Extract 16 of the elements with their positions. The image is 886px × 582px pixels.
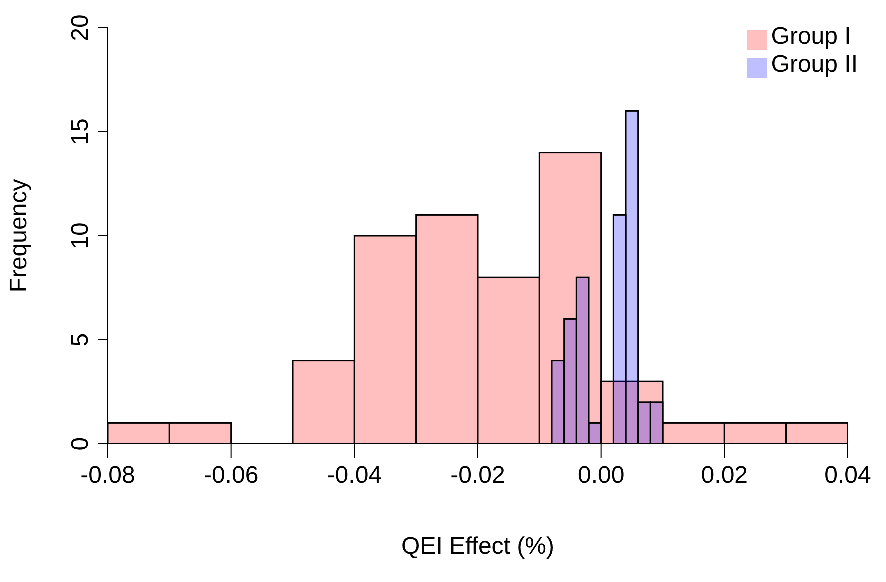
- x-tick-label: -0.04: [327, 462, 382, 490]
- x-tick-label: 0.00: [578, 462, 625, 490]
- legend-label: Group I: [771, 23, 852, 50]
- x-tick-label: -0.06: [204, 462, 259, 490]
- y-tick-label: 5: [67, 333, 94, 347]
- y-tick-label: 10: [67, 222, 94, 250]
- x-tick-label: 0.02: [701, 462, 748, 490]
- x-tick-label: -0.08: [80, 462, 136, 490]
- y-axis-title: Frequency: [6, 179, 33, 293]
- x-axis-title: QEI Effect (%): [402, 533, 554, 560]
- x-tick-label: -0.02: [450, 462, 506, 490]
- legend-label: Group II: [771, 51, 858, 78]
- y-tick-label: 0: [67, 437, 94, 451]
- y-tick-label: 20: [67, 14, 94, 42]
- x-tick-label: 0.04: [824, 462, 872, 490]
- y-tick-label: 15: [67, 118, 94, 146]
